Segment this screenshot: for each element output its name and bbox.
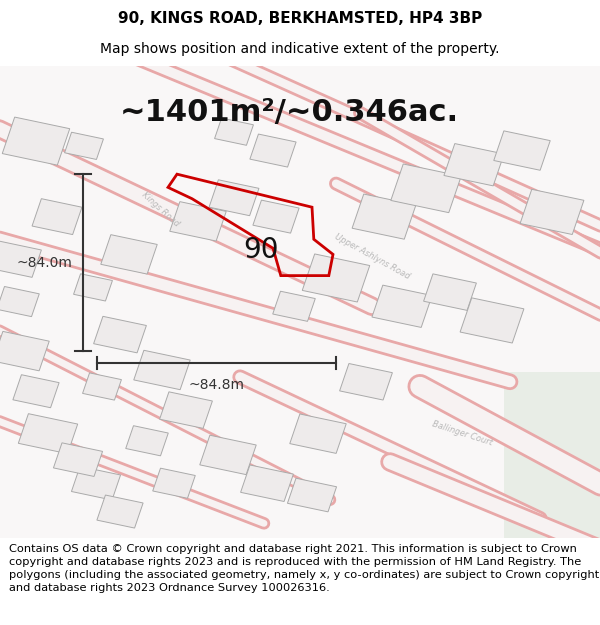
Polygon shape: [287, 478, 337, 512]
Text: Upper Ashlyns Road: Upper Ashlyns Road: [333, 232, 411, 281]
Polygon shape: [253, 200, 299, 233]
Polygon shape: [352, 194, 416, 239]
Polygon shape: [0, 331, 49, 371]
Polygon shape: [160, 392, 212, 428]
Polygon shape: [97, 495, 143, 528]
Polygon shape: [494, 131, 550, 170]
Polygon shape: [424, 274, 476, 311]
Polygon shape: [94, 316, 146, 353]
Polygon shape: [520, 189, 584, 234]
Polygon shape: [74, 274, 112, 301]
Polygon shape: [126, 426, 168, 456]
Polygon shape: [200, 435, 256, 474]
Polygon shape: [0, 286, 39, 317]
Polygon shape: [444, 144, 504, 186]
Polygon shape: [32, 199, 82, 234]
Polygon shape: [0, 241, 41, 278]
Polygon shape: [340, 364, 392, 400]
Text: 90: 90: [243, 236, 279, 264]
Polygon shape: [2, 117, 70, 165]
Polygon shape: [302, 254, 370, 302]
Text: ~84.0m: ~84.0m: [16, 256, 72, 269]
Polygon shape: [290, 414, 346, 453]
Polygon shape: [134, 350, 190, 389]
Polygon shape: [53, 443, 103, 476]
Text: Kings Road: Kings Road: [140, 191, 181, 229]
Polygon shape: [170, 202, 226, 241]
Text: ~1401m²/~0.346ac.: ~1401m²/~0.346ac.: [120, 98, 459, 128]
Polygon shape: [250, 134, 296, 167]
Polygon shape: [83, 373, 121, 400]
Text: Ballinger Court: Ballinger Court: [431, 420, 493, 447]
Polygon shape: [65, 132, 103, 159]
Polygon shape: [71, 466, 121, 500]
Polygon shape: [215, 118, 253, 145]
Text: Contains OS data © Crown copyright and database right 2021. This information is : Contains OS data © Crown copyright and d…: [9, 544, 599, 592]
Polygon shape: [391, 164, 461, 212]
Polygon shape: [273, 291, 315, 321]
Text: ~84.8m: ~84.8m: [188, 378, 245, 392]
Polygon shape: [153, 468, 195, 498]
Polygon shape: [209, 180, 259, 216]
Polygon shape: [372, 285, 432, 328]
Text: 90, KINGS ROAD, BERKHAMSTED, HP4 3BP: 90, KINGS ROAD, BERKHAMSTED, HP4 3BP: [118, 11, 482, 26]
Text: Map shows position and indicative extent of the property.: Map shows position and indicative extent…: [100, 42, 500, 56]
Polygon shape: [101, 234, 157, 274]
Polygon shape: [460, 298, 524, 343]
Polygon shape: [19, 414, 77, 454]
Polygon shape: [13, 375, 59, 408]
Polygon shape: [241, 465, 293, 501]
Bar: [504, 372, 600, 538]
